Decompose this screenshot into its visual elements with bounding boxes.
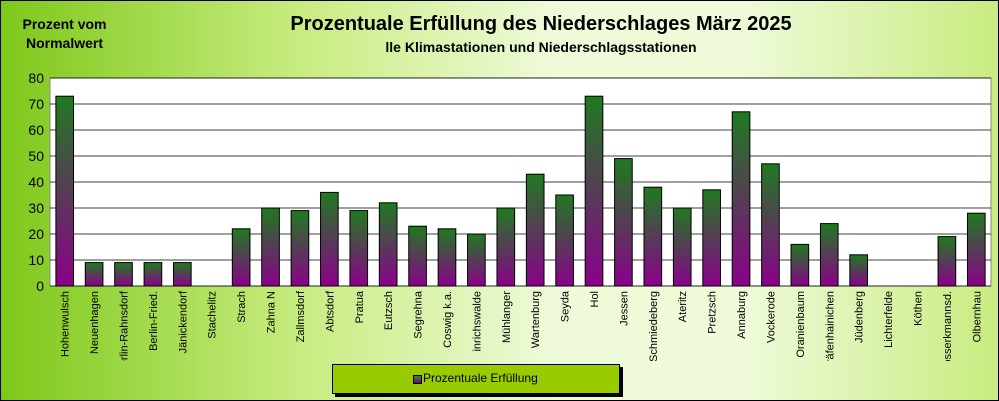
bar [525, 173, 545, 287]
x-tick-label: Wartenburg [530, 291, 542, 348]
y-tick-labels: 0 10 20 30 40 50 60 70 80 [28, 70, 44, 294]
bar [643, 186, 663, 287]
bar [84, 262, 104, 287]
bar-chart: 0 10 20 30 40 50 60 70 80 Hohenwulsch Neuenhagen B… [28, 70, 992, 361]
chart-subtitle: lle Klimastationen und Niederschlagsstat… [385, 39, 697, 55]
bar [819, 223, 839, 287]
bar [55, 95, 75, 287]
x-tick-label: Hol [589, 291, 601, 308]
legend: Prozentuale Erfüllung [332, 364, 620, 394]
bar [584, 95, 604, 287]
x-tick-label: Lichterfelde [883, 291, 895, 348]
x-tick-label: Jänickendorf [177, 290, 189, 353]
y-tick-label: 70 [28, 96, 44, 112]
bar [114, 262, 133, 287]
bar [378, 202, 398, 287]
bar [937, 236, 957, 287]
x-tick-label: Seyda [560, 290, 572, 322]
x-tick-labels: Hohenwulsch Neuenhagen Berlin-Rahnsdorf Ber… [60, 290, 984, 361]
y-tick-label: 0 [36, 278, 44, 294]
y-tick-label: 60 [28, 122, 44, 138]
bar [555, 194, 574, 287]
x-tick-label: Mühlanger [501, 291, 513, 343]
x-tick-label: Gräfenhainichen [824, 291, 836, 361]
x-tick-label: Olbernhau [971, 291, 983, 342]
legend-swatch [413, 375, 422, 384]
y-tick-label: 20 [28, 226, 44, 242]
bar [143, 262, 163, 287]
x-tick-label: Zallmsdorf [295, 290, 307, 342]
y-tick-label: 50 [28, 148, 44, 164]
bar [437, 228, 457, 287]
x-tick-label: Ateritz [677, 291, 689, 322]
bar [672, 207, 692, 287]
bar [849, 254, 868, 287]
bar [496, 207, 516, 287]
x-tick-label: Berlin-Fried. [148, 291, 160, 351]
y-tick-label: 10 [28, 252, 44, 268]
y-tick-label: 30 [28, 200, 44, 216]
x-tick-label: Oranienbaum [795, 291, 807, 358]
x-tick-label: Berlin-Rahnsdorf [119, 290, 131, 361]
y-tick-label: 40 [28, 174, 44, 190]
x-tick-label: Köthen [912, 291, 924, 326]
x-tick-label: Neuenhagen [89, 291, 101, 354]
bars [55, 95, 986, 287]
bar [320, 191, 339, 287]
x-tick-label: Schmiedeberg [648, 291, 660, 361]
x-tick-label: Jessen [618, 291, 630, 326]
x-tick-label: Grosserkmannsd. [942, 291, 954, 361]
chart-title: Prozentuale Erfüllung des Niederschlages… [290, 13, 792, 35]
bar [702, 189, 721, 287]
bar [349, 210, 369, 287]
bar [467, 233, 486, 287]
x-tick-label: Hohenwulsch [60, 291, 72, 357]
x-tick-label: Zahna N [266, 291, 278, 333]
x-tick-label: Pratua [354, 290, 366, 323]
y-tick-label: 80 [28, 70, 44, 86]
x-tick-label: Stachelitz [207, 291, 219, 339]
bar [790, 243, 810, 287]
x-tick-label: Jüdenberg [854, 291, 866, 343]
bar [173, 262, 192, 287]
bar [614, 158, 633, 287]
y-axis-title: Prozent vom Normalwert [22, 16, 107, 51]
x-tick-label: Strach [236, 291, 248, 323]
bar [731, 111, 751, 287]
bar [231, 228, 251, 287]
x-tick-label: Vockerode [765, 291, 777, 343]
legend-label: Prozentuale Erfüllung [423, 371, 538, 385]
bar [261, 207, 280, 287]
x-tick-label: Eutzsch [383, 291, 395, 330]
bar [761, 163, 780, 287]
x-tick-label: Coswig k.a. [442, 291, 454, 348]
x-tick-label: Abtsdorf [324, 290, 336, 332]
bar [408, 225, 427, 287]
x-tick-label: Pretzsch [707, 291, 719, 334]
x-tick-label: Segrehna [413, 290, 425, 339]
x-tick-label: inrichswalde [471, 291, 483, 352]
bar [966, 212, 986, 287]
x-tick-label: Annaburg [736, 291, 748, 339]
bar [290, 210, 310, 287]
